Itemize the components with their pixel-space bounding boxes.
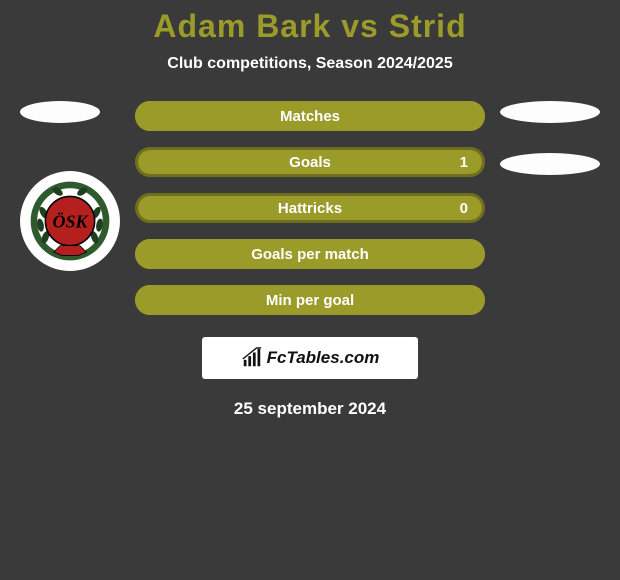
page-title: Adam Bark vs Strid	[0, 8, 620, 45]
infographic-container: Adam Bark vs Strid Club competitions, Se…	[0, 0, 620, 419]
comparison-area: ÖSK Matches Goals 1 Hattricks 0 Goals per mat…	[0, 101, 620, 315]
stat-label: Min per goal	[266, 292, 354, 309]
stat-value-right: 0	[460, 200, 468, 217]
svg-text:ÖSK: ÖSK	[52, 212, 89, 232]
stat-row: Min per goal	[135, 285, 485, 315]
right-player-ellipse-2	[500, 153, 600, 175]
date-label: 25 september 2024	[0, 399, 620, 419]
club-crest-icon: ÖSK	[20, 171, 120, 271]
stat-row: Goals 1	[135, 147, 485, 177]
right-player-ellipse-1	[500, 101, 600, 123]
bar-chart-icon	[241, 347, 263, 369]
subtitle: Club competitions, Season 2024/2025	[0, 55, 620, 73]
stat-row: Goals per match	[135, 239, 485, 269]
left-player-ellipse	[20, 101, 100, 123]
watermark: FcTables.com	[202, 337, 418, 379]
stat-row: Hattricks 0	[135, 193, 485, 223]
watermark-text: FcTables.com	[267, 348, 380, 368]
stat-rows: Matches Goals 1 Hattricks 0 Goals per match Mi…	[135, 101, 485, 315]
stat-label: Goals	[289, 154, 331, 171]
stat-label: Goals per match	[251, 246, 369, 263]
stat-label: Matches	[280, 108, 340, 125]
stat-label: Hattricks	[278, 200, 342, 217]
stat-row: Matches	[135, 101, 485, 131]
stat-value-right: 1	[460, 154, 468, 171]
